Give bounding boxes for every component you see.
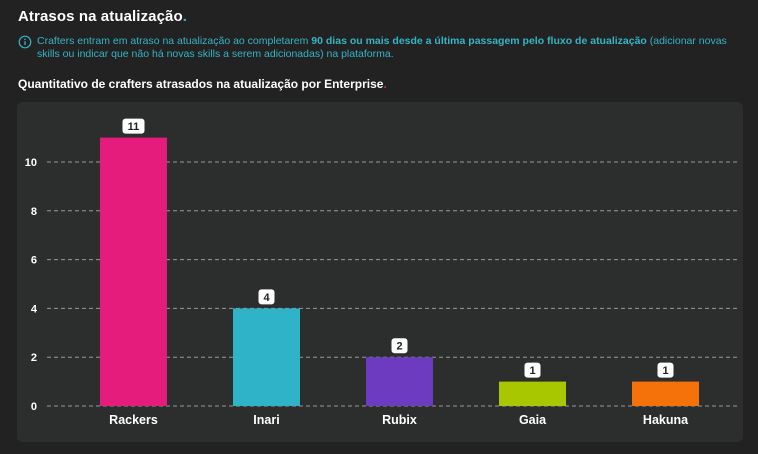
subtitle-dot: .	[383, 77, 387, 91]
bar-rubix	[366, 357, 433, 406]
y-tick-label: 10	[25, 157, 37, 169]
y-tick-label: 2	[31, 352, 37, 364]
data-label-box	[122, 118, 145, 134]
y-tick-label: 6	[31, 255, 37, 267]
x-tick-label: Hakuna	[643, 413, 689, 427]
info-note: Crafters entram em atraso na atualização…	[18, 35, 738, 61]
bar-hakuna	[632, 381, 699, 406]
data-label: 2	[396, 341, 402, 353]
data-label-box	[524, 362, 541, 378]
info-text-prefix: Crafters entram em atraso na atualização…	[37, 35, 312, 47]
bar-chart: 0 2 4 6 8 10 11 Rackers 4 Inari 2 Rubix 1 Gaia 1 Hakuna	[25, 118, 737, 427]
info-icon	[18, 35, 32, 49]
chart-container: 0 2 4 6 8 10 11 Rackers 4 Inari 2 Rubix 1 Gaia 1 Hakuna	[17, 102, 743, 442]
subtitle-text: Quantitativo de crafters atrasados na at…	[18, 77, 384, 91]
data-label: 1	[662, 365, 668, 377]
y-tick-label: 0	[31, 401, 37, 413]
page-title: Atrasos na atualização.	[18, 8, 187, 25]
bar-inari	[233, 308, 300, 406]
data-label: 1	[529, 365, 535, 377]
y-tick-label: 8	[31, 206, 37, 218]
x-tick-label: Gaia	[519, 413, 547, 427]
y-tick-label: 4	[31, 303, 38, 315]
chart-subtitle: Quantitativo de crafters atrasados na at…	[18, 77, 387, 91]
x-tick-label: Rackers	[109, 413, 158, 427]
bar-gaia	[499, 381, 566, 406]
x-tick-label: Rubix	[382, 413, 417, 427]
x-tick-label: Inari	[253, 413, 279, 427]
title-dot: .	[182, 8, 188, 25]
data-label-box	[258, 289, 275, 305]
title-text: Atrasos na atualização	[18, 8, 183, 25]
info-text-bold: 90 dias ou mais desde a última passagem …	[311, 35, 647, 47]
info-text-suffix: (adicionar novas skills ou indicar que n…	[37, 35, 727, 60]
bar-rackers	[100, 137, 167, 406]
data-label: 4	[263, 292, 270, 304]
data-label: 11	[128, 121, 140, 133]
data-label-box	[391, 338, 408, 354]
data-label-box	[657, 362, 674, 378]
info-text: Crafters entram em atraso na atualização…	[37, 35, 738, 61]
